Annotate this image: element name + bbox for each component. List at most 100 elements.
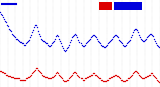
Point xyxy=(41,39,44,40)
Point xyxy=(155,43,157,44)
Point xyxy=(41,74,44,75)
Point xyxy=(9,75,11,76)
Point xyxy=(97,42,100,43)
Point xyxy=(51,43,54,44)
Point xyxy=(127,78,129,79)
Point xyxy=(107,42,110,43)
Point xyxy=(153,75,155,76)
Point xyxy=(84,78,87,79)
Point xyxy=(132,73,134,74)
Point xyxy=(91,34,94,35)
Point xyxy=(43,40,46,42)
Point xyxy=(134,70,136,72)
Point xyxy=(117,39,120,40)
Point xyxy=(124,45,126,47)
Point xyxy=(85,42,88,43)
Point xyxy=(151,34,153,35)
Point xyxy=(62,48,65,49)
Point xyxy=(67,79,70,80)
Point xyxy=(65,80,68,82)
Point xyxy=(14,37,16,38)
Point xyxy=(96,40,99,42)
Point xyxy=(0,13,2,14)
Point xyxy=(110,76,113,78)
Point xyxy=(118,40,121,42)
Point xyxy=(93,35,96,37)
Point xyxy=(31,73,33,74)
Point xyxy=(90,35,93,37)
Point xyxy=(40,73,43,74)
Point xyxy=(92,34,95,35)
Point xyxy=(74,71,77,73)
Point xyxy=(31,32,33,33)
Point xyxy=(60,76,63,78)
Point xyxy=(120,79,122,80)
Point xyxy=(148,34,150,35)
Point xyxy=(112,35,115,37)
Point xyxy=(59,75,62,76)
Point xyxy=(1,14,3,16)
Point xyxy=(124,79,127,80)
Point xyxy=(28,39,30,40)
Point xyxy=(93,74,96,75)
Point xyxy=(23,79,25,80)
Point xyxy=(127,42,129,43)
Point xyxy=(156,44,158,45)
Point xyxy=(5,22,7,23)
Point xyxy=(128,39,131,40)
Point xyxy=(46,76,49,78)
Point xyxy=(145,76,147,78)
Point xyxy=(114,34,117,35)
Point xyxy=(72,73,75,74)
Point xyxy=(70,39,73,40)
Point xyxy=(90,74,93,75)
Point xyxy=(4,20,6,22)
Point xyxy=(21,43,23,44)
Point xyxy=(7,75,9,76)
Point xyxy=(143,78,145,79)
Point xyxy=(38,33,40,34)
Point xyxy=(144,76,146,78)
Point xyxy=(130,37,132,38)
Point xyxy=(19,42,21,43)
Point xyxy=(34,24,36,26)
Point xyxy=(145,38,147,39)
Point xyxy=(128,78,130,79)
Point xyxy=(141,39,143,40)
Point xyxy=(101,45,104,47)
Point xyxy=(27,76,29,78)
Point xyxy=(3,73,5,74)
Point xyxy=(121,80,124,82)
Point xyxy=(79,78,82,79)
Point xyxy=(155,78,157,79)
Point xyxy=(134,28,136,29)
Point xyxy=(36,27,39,28)
Point xyxy=(125,43,128,44)
Point xyxy=(28,76,30,78)
Point xyxy=(66,48,69,49)
Bar xyxy=(99,2,112,10)
Point xyxy=(55,73,58,74)
Point xyxy=(131,34,133,35)
Point xyxy=(118,78,121,79)
Point xyxy=(154,76,156,78)
Point xyxy=(86,40,89,42)
Point xyxy=(152,74,154,75)
Point xyxy=(34,69,36,70)
Point xyxy=(4,73,6,74)
Point xyxy=(71,74,74,75)
Point xyxy=(58,38,61,39)
Point xyxy=(5,74,7,75)
Point xyxy=(125,79,128,80)
Point xyxy=(139,37,141,38)
Point xyxy=(135,70,137,72)
Point xyxy=(124,80,126,82)
Point xyxy=(37,30,40,32)
Point xyxy=(151,73,153,74)
Point xyxy=(109,76,112,78)
Point xyxy=(20,79,22,80)
Point xyxy=(84,43,87,44)
Point xyxy=(139,75,141,76)
Point xyxy=(24,44,26,45)
Point xyxy=(22,79,24,80)
